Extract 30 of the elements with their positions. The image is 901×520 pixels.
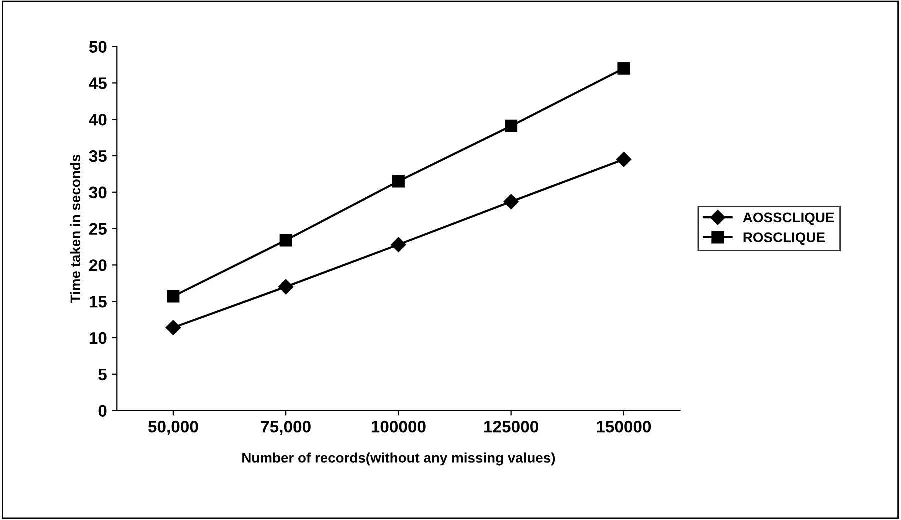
y-tick-label: 10 — [90, 332, 107, 344]
y-tick-label: 35 — [89, 150, 107, 162]
y-tick-label: 20 — [89, 260, 107, 272]
point — [505, 120, 518, 132]
x-tick-label: 125000 — [484, 420, 538, 433]
y-tick-label: 15 — [90, 296, 107, 308]
point — [167, 290, 180, 303]
x-tick-label: 150000 — [597, 420, 652, 433]
y-tick-label: 25 — [89, 223, 107, 236]
legend-label: ROSCLIQUE — [744, 232, 825, 246]
x-tick-label: 100000 — [372, 420, 426, 433]
y-tick-label: 50 — [89, 41, 107, 54]
legend-label: AOSSCLIQUE — [743, 212, 834, 226]
y-tick-label: 40 — [89, 114, 107, 126]
point — [618, 62, 630, 75]
point — [616, 152, 632, 168]
x-tick-label: 50,000 — [148, 420, 198, 436]
point — [278, 279, 294, 295]
x-axis-title: Number of records(without any missing values) — [242, 452, 556, 466]
point — [392, 175, 405, 188]
point — [166, 320, 182, 336]
y-tick-label: 0 — [98, 405, 107, 418]
y-axis-title: Time taken in seconds — [70, 155, 81, 303]
y-tick-label: 30 — [89, 186, 107, 199]
point — [391, 237, 406, 252]
point — [504, 194, 519, 210]
x-tick-label: 75,000 — [261, 420, 311, 436]
y-tick-label: 5 — [98, 368, 107, 381]
y-tick-label: 45 — [89, 78, 107, 90]
point — [280, 234, 292, 247]
